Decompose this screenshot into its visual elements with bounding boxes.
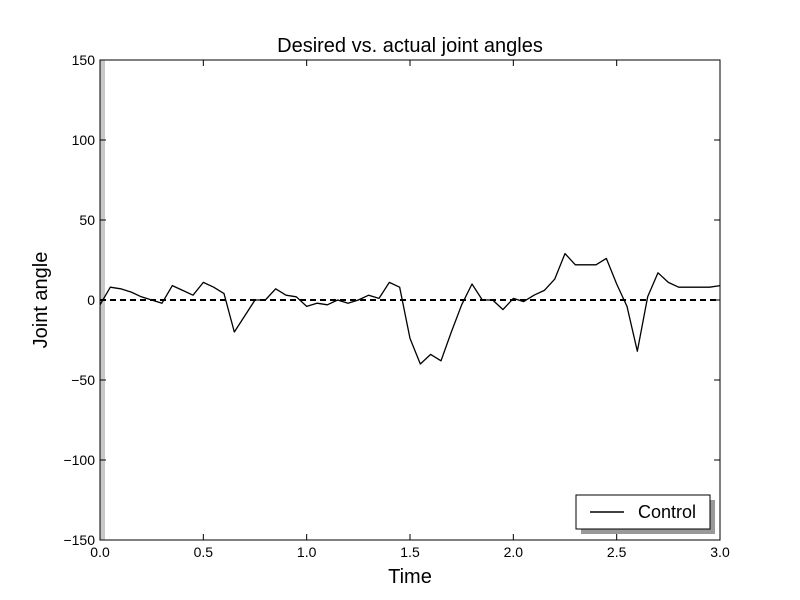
x-tick-label: 0.0: [90, 544, 110, 560]
x-tick-label: 2.5: [607, 544, 627, 560]
y-tick-label: 50: [79, 212, 95, 228]
legend: Control: [575, 494, 715, 534]
y-tick-label: 0: [87, 292, 95, 308]
legend-label-control: Control: [638, 502, 696, 522]
y-axis-label: Joint angle: [30, 252, 52, 349]
x-tick-label: 2.0: [504, 544, 524, 560]
x-tick-label: 0.5: [194, 544, 214, 560]
x-axis-label: Time: [388, 566, 432, 588]
y-tick-label: 150: [72, 52, 96, 68]
y-tick-label: −50: [71, 372, 95, 388]
y-tick-label: −150: [63, 532, 95, 548]
chart-title: Desired vs. actual joint angles: [277, 35, 543, 57]
series-line-control: [99, 252, 721, 365]
x-tick-label: 1.5: [400, 544, 420, 560]
y-tick-label: 100: [72, 132, 96, 148]
y-tick-label: −100: [63, 452, 95, 468]
x-tick-label: 3.0: [710, 544, 730, 560]
x-tick-label: 1.0: [297, 544, 317, 560]
series-layer: [99, 252, 721, 365]
ticks-layer: 0.0 0.5 1.0 1.5 2.0 2.5 3.0 −150 −100 −50 0 50 100 15…: [63, 52, 729, 560]
